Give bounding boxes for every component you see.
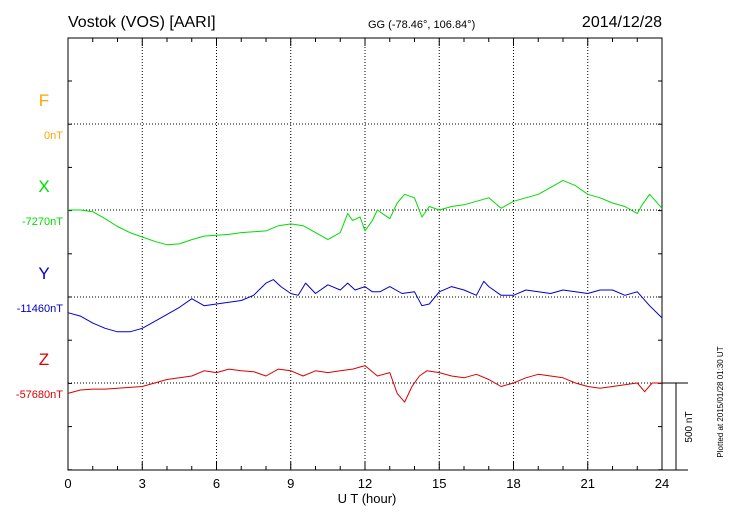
component-label-z: Z bbox=[39, 350, 49, 369]
scale-bar-label: 500 nT bbox=[684, 411, 695, 442]
series-layer bbox=[67, 179, 663, 403]
component-label-y: Y bbox=[38, 264, 49, 283]
x-tick-label: 0 bbox=[64, 476, 71, 491]
x-axis-title: U T (hour) bbox=[338, 491, 397, 506]
x-tick-label: 18 bbox=[506, 476, 520, 491]
baseline-label-x: -7270nT bbox=[22, 216, 63, 228]
baseline-label-f: 0nT bbox=[44, 130, 63, 142]
plotted-note: Plotted at 2015/01/28 01:30 UT bbox=[716, 346, 725, 457]
station-title: Vostok (VOS) [AARI] bbox=[68, 14, 216, 31]
x-tick-label: 3 bbox=[139, 476, 146, 491]
grid-layer bbox=[68, 38, 662, 470]
scale-bar: 500 nT bbox=[662, 382, 695, 471]
coords-label: GG (-78.46°, 106.84°) bbox=[368, 19, 475, 31]
component-label-f: F bbox=[39, 91, 49, 110]
series-line-x bbox=[68, 179, 663, 246]
series-line-z bbox=[67, 365, 662, 403]
date-label: 2014/12/28 bbox=[582, 14, 662, 31]
x-tick-label: 9 bbox=[287, 476, 294, 491]
x-tick-label: 12 bbox=[358, 476, 372, 491]
x-tick-label: 24 bbox=[655, 476, 669, 491]
baseline-label-z: -57680nT bbox=[16, 389, 63, 401]
x-tick-label: 15 bbox=[432, 476, 446, 491]
label-layer: F 0nT X -7270nT Y -11460nT Z -57680nT bbox=[16, 91, 63, 401]
series-line-y bbox=[67, 279, 663, 333]
baseline-label-y: -11460nT bbox=[17, 303, 64, 315]
tick-layer: 0 3 6 9 12 15 18 21 24 bbox=[64, 38, 669, 491]
x-tick-label: 6 bbox=[213, 476, 220, 491]
x-tick-label: 21 bbox=[581, 476, 595, 491]
component-label-x: X bbox=[38, 177, 49, 196]
